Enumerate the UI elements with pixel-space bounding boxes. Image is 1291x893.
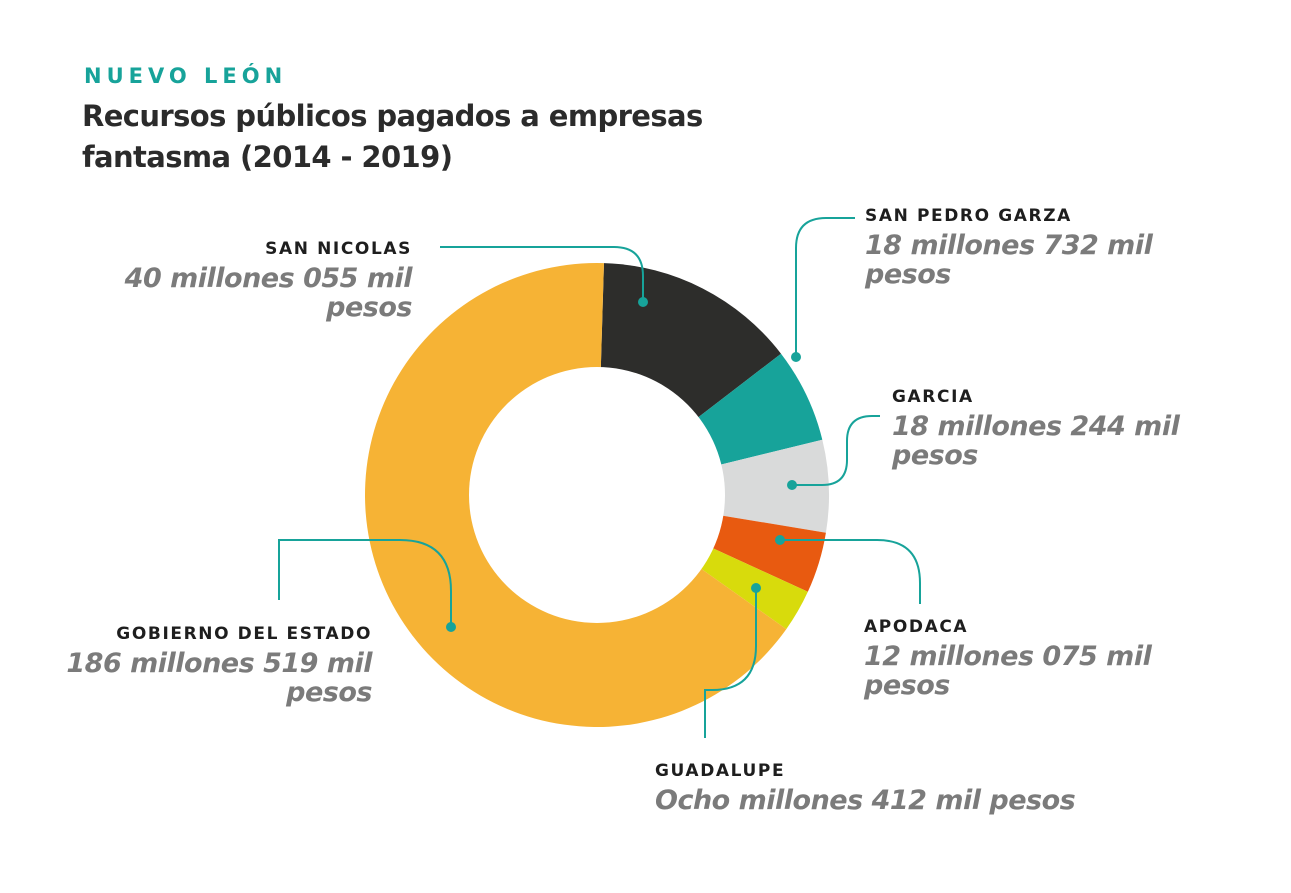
label-san-nicolas: SAN NICOLAS 40 millones 055 mil pesos [60, 238, 413, 323]
leader-line-san-pedro-garza [795, 217, 855, 357]
label-name: SAN NICOLAS [265, 239, 412, 259]
label-apodaca: APODACA 12 millones 075 mil pesos [864, 616, 1184, 700]
leader-dot-gobierno-del-estado [446, 622, 456, 632]
leader-line-guadalupe [704, 588, 757, 738]
label-value: 186 millones 519 mil pesos [66, 648, 372, 708]
leader-line-gobierno-del-estado [278, 539, 452, 627]
label-value: 18 millones 244 mil pesos [892, 411, 1180, 471]
label-name: GOBIERNO DEL ESTADO [116, 624, 372, 644]
label-name: GARCIA [892, 387, 974, 407]
leader-dot-apodaca [775, 535, 785, 545]
label-gobierno-del-estado: GOBIERNO DEL ESTADO 186 millones 519 mil… [30, 623, 372, 707]
label-value: Ocho millones 412 mil pesos [655, 785, 1076, 816]
leader-dot-san-nicolas [638, 297, 648, 307]
label-guadalupe: GUADALUPE Ocho millones 412 mil pesos [655, 760, 1215, 815]
label-san-pedro-garza: SAN PEDRO GARZA 18 millones 732 mil peso… [865, 205, 1185, 289]
chart-title: Recursos públicos pagados a empresas fan… [82, 99, 703, 174]
leader-line-san-nicolas [440, 246, 644, 302]
leader-line-apodaca [780, 539, 921, 604]
label-name: GUADALUPE [655, 761, 786, 781]
label-name: APODACA [864, 617, 969, 637]
label-value: 40 millones 055 mil pesos [124, 263, 413, 323]
leader-dot-guadalupe [751, 583, 761, 593]
donut-hole [469, 367, 725, 623]
leader-dot-san-pedro-garza [791, 352, 801, 362]
label-value: 12 millones 075 mil pesos [864, 641, 1152, 701]
label-name: SAN PEDRO GARZA [865, 206, 1072, 226]
label-value: 18 millones 732 mil pesos [865, 230, 1153, 290]
chart-kicker: NUEVO LEÓN [84, 64, 288, 88]
leader-line-garcia [792, 415, 880, 486]
label-garcia: GARCIA 18 millones 244 mil pesos [892, 386, 1212, 470]
leader-dot-garcia [787, 480, 797, 490]
leader-lines [278, 217, 921, 738]
